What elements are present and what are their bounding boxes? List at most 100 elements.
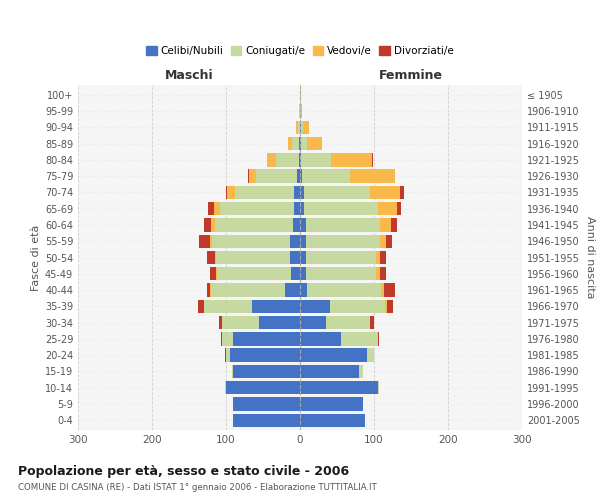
- Bar: [300, 153, 301, 166]
- Bar: [307, 137, 322, 150]
- Bar: [288, 137, 292, 150]
- Bar: [304, 186, 370, 199]
- Bar: [301, 120, 303, 134]
- Bar: [297, 170, 300, 183]
- Bar: [301, 153, 331, 166]
- Bar: [300, 218, 306, 232]
- Bar: [376, 251, 380, 264]
- Bar: [266, 153, 268, 166]
- Bar: [291, 267, 300, 280]
- Bar: [259, 316, 300, 330]
- Bar: [303, 120, 309, 134]
- Bar: [376, 267, 380, 280]
- Legend: Celibi/Nubili, Coniugati/e, Vedovi/e, Divorziati/e: Celibi/Nubili, Coniugati/e, Vedovi/e, Di…: [142, 42, 458, 60]
- Bar: [301, 104, 302, 118]
- Bar: [307, 284, 382, 296]
- Bar: [207, 284, 211, 296]
- Bar: [306, 234, 380, 248]
- Bar: [199, 234, 210, 248]
- Bar: [359, 364, 363, 378]
- Bar: [370, 316, 374, 330]
- Bar: [300, 348, 367, 362]
- Bar: [300, 234, 306, 248]
- Bar: [226, 381, 300, 394]
- Bar: [249, 170, 256, 183]
- Bar: [277, 153, 299, 166]
- Bar: [300, 104, 301, 118]
- Bar: [300, 88, 301, 102]
- Text: COMUNE DI CASINA (RE) - Dati ISTAT 1° gennaio 2006 - Elaborazione TUTTITALIA.IT: COMUNE DI CASINA (RE) - Dati ISTAT 1° ge…: [18, 484, 377, 492]
- Bar: [306, 267, 376, 280]
- Bar: [233, 414, 300, 427]
- Bar: [204, 300, 252, 313]
- Bar: [385, 300, 386, 313]
- Bar: [331, 153, 372, 166]
- Bar: [380, 234, 386, 248]
- Bar: [217, 267, 291, 280]
- Bar: [208, 251, 215, 264]
- Bar: [378, 381, 379, 394]
- Bar: [299, 104, 300, 118]
- Bar: [298, 120, 300, 134]
- Bar: [230, 348, 300, 362]
- Bar: [383, 284, 395, 296]
- Bar: [386, 300, 392, 313]
- Bar: [210, 267, 215, 280]
- Bar: [208, 202, 214, 215]
- Bar: [300, 251, 306, 264]
- Bar: [290, 234, 300, 248]
- Bar: [225, 348, 226, 362]
- Bar: [391, 218, 397, 232]
- Bar: [300, 202, 304, 215]
- Bar: [326, 316, 370, 330]
- Y-axis label: Anni di nascita: Anni di nascita: [585, 216, 595, 298]
- Bar: [386, 234, 392, 248]
- Bar: [218, 316, 222, 330]
- Bar: [225, 381, 226, 394]
- Bar: [306, 218, 380, 232]
- Bar: [329, 300, 385, 313]
- Bar: [300, 381, 378, 394]
- Bar: [300, 398, 363, 410]
- Text: Maschi: Maschi: [164, 68, 214, 82]
- Bar: [248, 170, 249, 183]
- Bar: [210, 234, 212, 248]
- Bar: [221, 332, 222, 345]
- Bar: [211, 284, 285, 296]
- Bar: [226, 348, 230, 362]
- Bar: [350, 170, 395, 183]
- Bar: [370, 186, 400, 199]
- Bar: [300, 316, 326, 330]
- Bar: [214, 202, 220, 215]
- Bar: [302, 170, 350, 183]
- Bar: [256, 170, 297, 183]
- Bar: [294, 186, 300, 199]
- Bar: [223, 316, 259, 330]
- Bar: [215, 267, 217, 280]
- Bar: [235, 186, 294, 199]
- Bar: [300, 332, 341, 345]
- Bar: [292, 137, 299, 150]
- Bar: [300, 414, 365, 427]
- Bar: [285, 284, 300, 296]
- Bar: [300, 137, 301, 150]
- Bar: [296, 120, 298, 134]
- Bar: [300, 267, 306, 280]
- Bar: [252, 300, 300, 313]
- Bar: [293, 218, 300, 232]
- Bar: [198, 300, 204, 313]
- Bar: [378, 332, 379, 345]
- Bar: [215, 218, 293, 232]
- Bar: [268, 153, 277, 166]
- Bar: [233, 398, 300, 410]
- Bar: [380, 251, 386, 264]
- Bar: [300, 364, 359, 378]
- Bar: [211, 218, 215, 232]
- Bar: [341, 332, 378, 345]
- Bar: [232, 364, 233, 378]
- Bar: [300, 120, 301, 134]
- Bar: [212, 234, 290, 248]
- Text: Popolazione per età, sesso e stato civile - 2006: Popolazione per età, sesso e stato civil…: [18, 465, 349, 478]
- Bar: [367, 348, 374, 362]
- Bar: [222, 332, 233, 345]
